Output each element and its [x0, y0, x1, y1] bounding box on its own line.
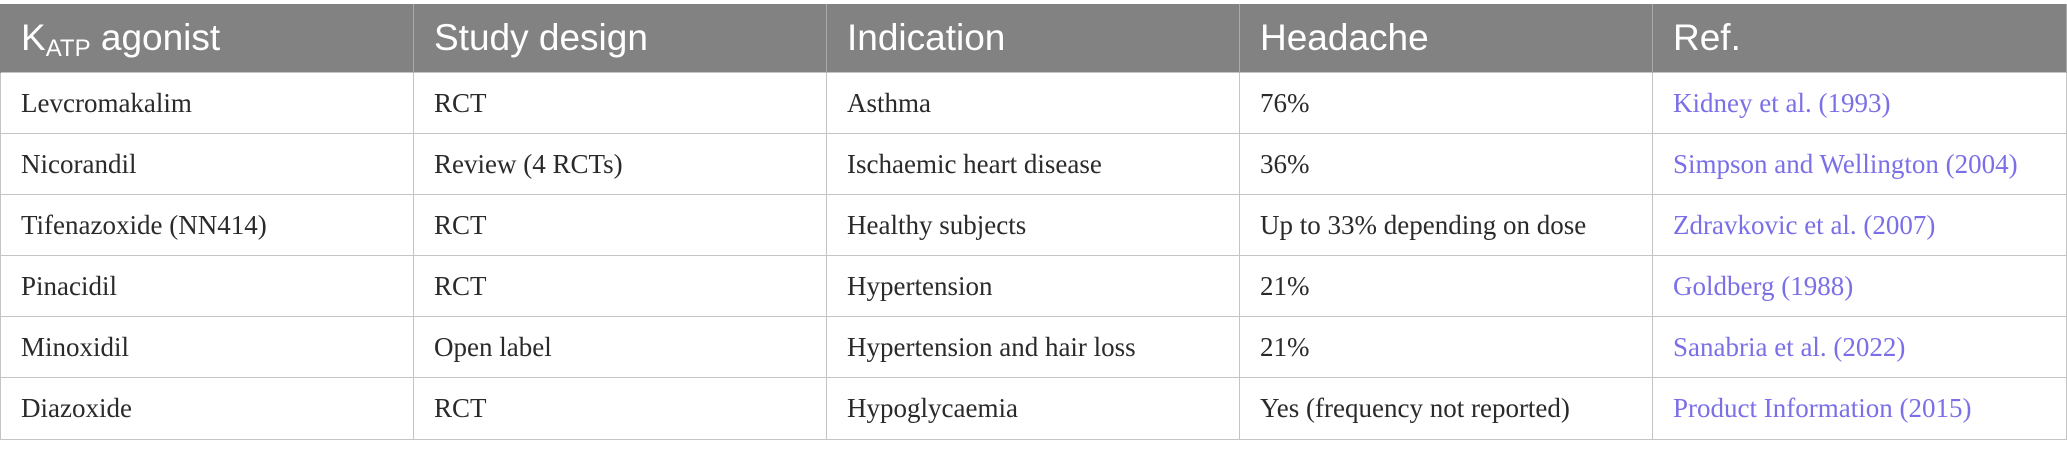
cell-study-design: RCT: [413, 255, 827, 317]
table-header: KATP agonist Study design Indication Hea…: [0, 4, 2067, 73]
cell-headache: 21%: [1239, 316, 1653, 378]
cell-headache: Yes (frequency not reported): [1239, 377, 1653, 440]
cell-indication: Hypoglycaemia: [826, 377, 1240, 440]
cell-headache: 21%: [1239, 255, 1653, 317]
cell-headache: 76%: [1239, 72, 1653, 134]
table-body: Levcromakalim RCT Asthma 76% Kidney et a…: [0, 72, 2067, 440]
table-row: Levcromakalim RCT Asthma 76% Kidney et a…: [0, 72, 2067, 134]
cell-agonist: Pinacidil: [0, 255, 414, 317]
header-ref: Ref.: [1652, 4, 2067, 73]
header-agonist-subscript: ATP: [45, 35, 91, 62]
header-headache: Headache: [1239, 4, 1653, 73]
katp-headache-table: KATP agonist Study design Indication Hea…: [0, 4, 2067, 440]
cell-study-design: RCT: [413, 194, 827, 256]
cell-ref-link[interactable]: Goldberg (1988): [1652, 255, 2067, 317]
header-agonist: KATP agonist: [0, 4, 414, 73]
cell-agonist: Diazoxide: [0, 377, 414, 440]
table-row: Diazoxide RCT Hypoglycaemia Yes (frequen…: [0, 377, 2067, 440]
cell-agonist: Levcromakalim: [0, 72, 414, 134]
cell-agonist: Nicorandil: [0, 133, 414, 195]
table-row: Pinacidil RCT Hypertension 21% Goldberg …: [0, 255, 2067, 317]
cell-agonist: Tifenazoxide (NN414): [0, 194, 414, 256]
cell-ref-link[interactable]: Zdravkovic et al. (2007): [1652, 194, 2067, 256]
header-agonist-rest: agonist: [90, 17, 221, 58]
header-study-design: Study design: [413, 4, 827, 73]
cell-indication: Hypertension: [826, 255, 1240, 317]
cell-study-design: RCT: [413, 72, 827, 134]
cell-headache: 36%: [1239, 133, 1653, 195]
header-agonist-main: K: [21, 17, 46, 58]
table-row: Minoxidil Open label Hypertension and ha…: [0, 316, 2067, 378]
cell-study-design: Review (4 RCTs): [413, 133, 827, 195]
table-row: Tifenazoxide (NN414) RCT Healthy subject…: [0, 194, 2067, 256]
cell-study-design: RCT: [413, 377, 827, 440]
cell-ref-link[interactable]: Simpson and Wellington (2004): [1652, 133, 2067, 195]
cell-indication: Hypertension and hair loss: [826, 316, 1240, 378]
cell-headache: Up to 33% depending on dose: [1239, 194, 1653, 256]
cell-agonist: Minoxidil: [0, 316, 414, 378]
cell-indication: Ischaemic heart disease: [826, 133, 1240, 195]
katp-headache-table-container: KATP agonist Study design Indication Hea…: [0, 4, 2067, 440]
cell-ref-link[interactable]: Kidney et al. (1993): [1652, 72, 2067, 134]
cell-indication: Healthy subjects: [826, 194, 1240, 256]
header-row: KATP agonist Study design Indication Hea…: [0, 4, 2067, 73]
table-row: Nicorandil Review (4 RCTs) Ischaemic hea…: [0, 133, 2067, 195]
cell-ref-link[interactable]: Product Information (2015): [1652, 377, 2067, 440]
cell-indication: Asthma: [826, 72, 1240, 134]
cell-study-design: Open label: [413, 316, 827, 378]
cell-ref-link[interactable]: Sanabria et al. (2022): [1652, 316, 2067, 378]
header-indication: Indication: [826, 4, 1240, 73]
